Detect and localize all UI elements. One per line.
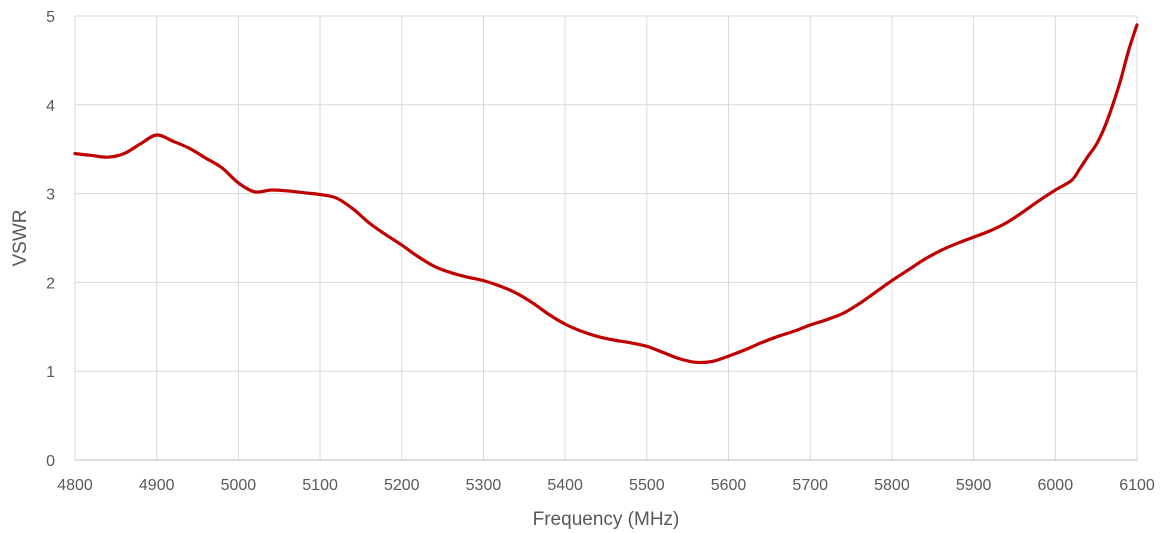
x-tick-label: 4800	[57, 477, 93, 494]
x-tick-label: 5000	[221, 477, 257, 494]
x-tick-label: 5800	[874, 477, 910, 494]
y-tick-label: 1	[46, 364, 55, 381]
y-tick-label: 5	[46, 9, 55, 26]
y-tick-labels: 0 1 2 3 4 5	[46, 9, 55, 470]
y-axis-title: VSWR	[10, 210, 31, 267]
x-tick-label: 5200	[384, 477, 420, 494]
x-tick-labels: 4800 4900 5000 5100 5200 5300 5400 5500 5600 5700…	[57, 477, 1155, 494]
horizontal-gridlines	[75, 15, 1137, 461]
x-tick-label: 6100	[1119, 477, 1155, 494]
y-tick-label: 3	[46, 187, 55, 204]
y-tick-label: 2	[46, 275, 55, 292]
y-tick-label: 4	[46, 98, 55, 115]
vertical-gridlines	[74, 16, 1138, 460]
x-tick-label: 5900	[956, 477, 992, 494]
y-tick-label: 0	[46, 453, 55, 470]
x-tick-label: 5600	[711, 477, 747, 494]
x-axis-title: Frequency (MHz)	[533, 509, 680, 530]
vswr-series-line	[73, 23, 1139, 365]
x-tick-label: 4900	[139, 477, 175, 494]
x-tick-label: 5300	[466, 477, 502, 494]
x-tick-label: 5500	[629, 477, 665, 494]
x-tick-label: 5700	[792, 477, 828, 494]
series-layer	[73, 23, 1139, 365]
x-tick-label: 5100	[302, 477, 338, 494]
x-tick-label: 5400	[547, 477, 583, 494]
x-tick-label: 6000	[1038, 477, 1074, 494]
